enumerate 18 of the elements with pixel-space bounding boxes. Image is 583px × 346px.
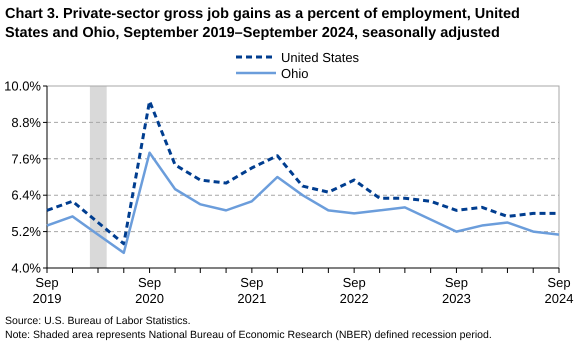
x-tick-label: Sep 2020 bbox=[135, 275, 164, 306]
y-tick-label: 6.4% bbox=[11, 188, 42, 203]
x-tick-label: Sep 2023 bbox=[442, 275, 471, 306]
line-series bbox=[46, 151, 560, 254]
y-tick-label: 4.0% bbox=[11, 260, 42, 276]
x-tick-label: Sep 2021 bbox=[237, 275, 266, 306]
chart-title: Chart 3. Private-sector gross job gains as a percent of employment, United States and Ohio, September 2019–September 2024, seasonally adjusted bbox=[5, 6, 520, 41]
y-tick-label: 7.6% bbox=[11, 151, 42, 166]
y-tick-label: 8.8% bbox=[11, 114, 42, 130]
legend-label: United States bbox=[281, 50, 360, 65]
y-tick-label: 5.2% bbox=[11, 224, 42, 240]
text: Note: Shaded area represents National Bureau of Economic Research (NBER) defined recession period. bbox=[5, 329, 492, 341]
legend-label: Ohio bbox=[281, 66, 308, 81]
x-tick-label: Sep 2019 bbox=[32, 275, 62, 306]
source-note: Source: U.S. Bureau of Labor Statistics. bbox=[5, 315, 191, 327]
x-tick-label: Sep 2024 bbox=[544, 275, 574, 306]
y-tick-label: 10.0% bbox=[4, 78, 42, 94]
x-tick-label: Sep 2022 bbox=[340, 275, 369, 306]
